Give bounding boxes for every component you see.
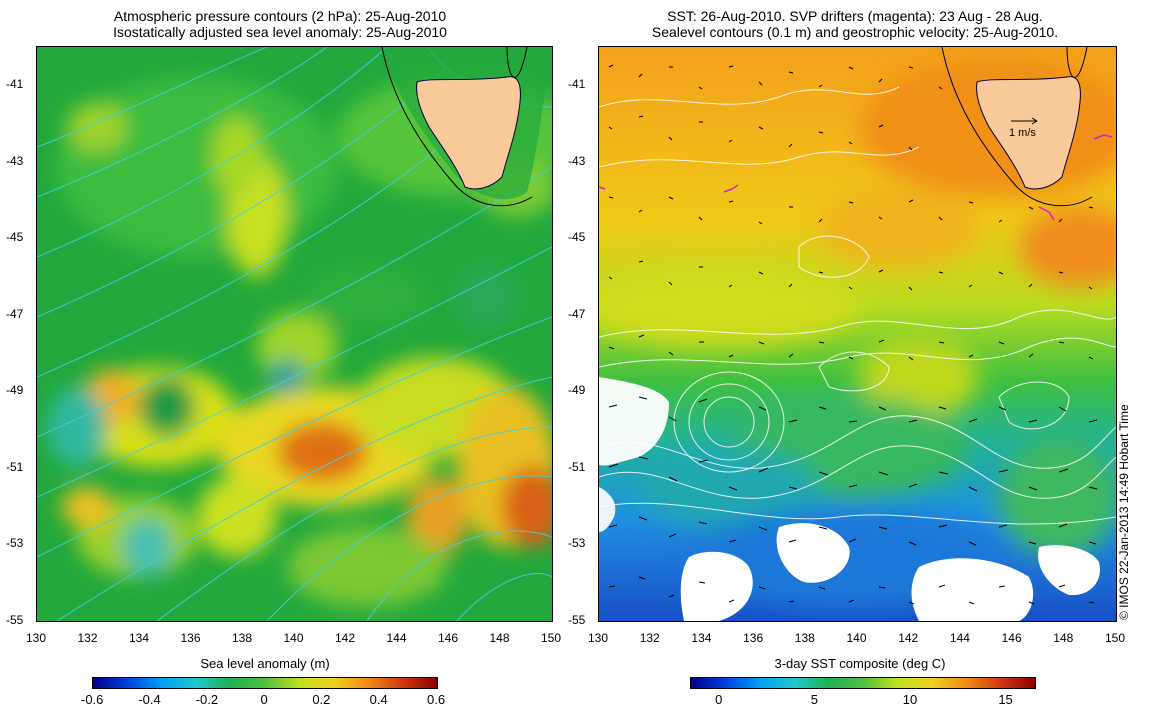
right-x-tick-label: 146 xyxy=(1001,631,1022,645)
left-x-tick-label: 138 xyxy=(232,631,253,645)
cloud-gaps xyxy=(599,377,1100,621)
right-colorbar-title: 3-day SST composite (deg C) xyxy=(774,656,946,671)
left-y-tick-label: -53 xyxy=(6,536,24,551)
right-y-tick-label: -47 xyxy=(568,306,586,321)
right-x-tick-label: 140 xyxy=(846,631,867,645)
right-colorbar-tick-label: 10 xyxy=(902,692,918,707)
right-y-tick-label: -53 xyxy=(568,536,586,551)
left-x-tick-label: 144 xyxy=(386,631,407,645)
right-x-tick-label: 138 xyxy=(794,631,815,645)
right-title-line1: SST: 26-Aug-2010. SVP drifters (magenta)… xyxy=(667,8,1043,24)
left-y-tick-label: -51 xyxy=(6,459,24,474)
right-y-tick-label: -43 xyxy=(568,153,586,168)
left-y-tick-label: -41 xyxy=(6,77,24,91)
right-x-tick-label: 148 xyxy=(1053,631,1074,645)
right-y-tick-label: -51 xyxy=(568,459,586,474)
right-y-tick-label: -45 xyxy=(568,230,586,245)
left-colorbar-title: Sea level anomaly (m) xyxy=(200,656,330,671)
sea-level-anomaly-map xyxy=(36,46,553,622)
right-title: SST: 26-Aug-2010. SVP drifters (magenta)… xyxy=(590,8,1120,40)
left-x-tick-label: 146 xyxy=(438,631,459,645)
left-colorbar-tick-label: -0.6 xyxy=(81,692,104,707)
left-y-tick-label: -49 xyxy=(6,383,24,398)
left-title-line1: Atmospheric pressure contours (2 hPa): 2… xyxy=(113,8,447,24)
left-x-tick-label: 148 xyxy=(489,631,510,645)
left-colorbar-tick-label: 0 xyxy=(260,692,268,707)
right-title-line2: Sealevel contours (0.1 m) and geostrophi… xyxy=(651,24,1059,40)
left-x-tick-label: 132 xyxy=(77,631,98,645)
right-x-tick-label: 142 xyxy=(898,631,919,645)
right-x-tick-label: 130 xyxy=(588,631,609,645)
sea-level-anomaly-field xyxy=(37,47,552,621)
left-x-tick-label: 134 xyxy=(129,631,150,645)
left-y-tick-label: -47 xyxy=(6,306,24,321)
left-colorbar-tick-label: 0.2 xyxy=(312,692,331,707)
left-x-tick-label: 150 xyxy=(541,631,562,645)
left-y-tick-label: -43 xyxy=(6,153,24,168)
left-colorbar-tick-label: 0.4 xyxy=(369,692,388,707)
right-colorbar-tick-label: 15 xyxy=(998,692,1013,707)
right-colorbar-tick-label: 5 xyxy=(810,692,818,707)
geostrophic-velocity-vectors xyxy=(608,64,1098,605)
left-x-tick-label: 142 xyxy=(335,631,356,645)
left-x-tick-label: 130 xyxy=(26,631,47,645)
left-colorbar-tick-label: 0.6 xyxy=(427,692,446,707)
left-y-tick-label: -55 xyxy=(6,613,24,627)
right-colorbar xyxy=(690,677,1036,689)
left-x-tick-label: 140 xyxy=(283,631,304,645)
left-colorbar-tick-label: -0.2 xyxy=(195,692,219,707)
right-colorbar-tick-label: 0 xyxy=(715,692,723,707)
left-colorbar-tick-label: -0.4 xyxy=(138,692,161,707)
velocity-scale xyxy=(1011,117,1038,125)
sealevel-contours xyxy=(599,84,1116,525)
sst-map: 1 m/s xyxy=(598,46,1117,622)
right-y-tick-label: -49 xyxy=(568,383,586,398)
right-x-tick-label: 150 xyxy=(1105,631,1126,645)
velocity-scale-label: 1 m/s xyxy=(1009,127,1036,139)
left-title: Atmospheric pressure contours (2 hPa): 2… xyxy=(30,8,530,40)
right-x-tick-label: 132 xyxy=(639,631,660,645)
tasmania-land-sst xyxy=(941,47,1093,207)
left-colorbar xyxy=(92,677,438,689)
sst-field xyxy=(599,47,1116,621)
svp-drifter-tracks xyxy=(599,134,1113,221)
tasmania-land xyxy=(381,47,552,207)
left-y-tick-label: -45 xyxy=(6,230,24,245)
imos-credit: © IMOS 22-Jan-2013 14:49 Hobart Time xyxy=(1117,404,1131,620)
right-x-tick-label: 136 xyxy=(743,631,764,645)
left-x-tick-label: 136 xyxy=(180,631,201,645)
right-y-tick-label: -41 xyxy=(568,77,586,91)
right-x-tick-label: 144 xyxy=(949,631,970,645)
left-title-line2: Isostatically adjusted sea level anomaly… xyxy=(113,24,447,40)
right-y-tick-label: -55 xyxy=(568,613,586,627)
right-x-tick-label: 134 xyxy=(691,631,712,645)
